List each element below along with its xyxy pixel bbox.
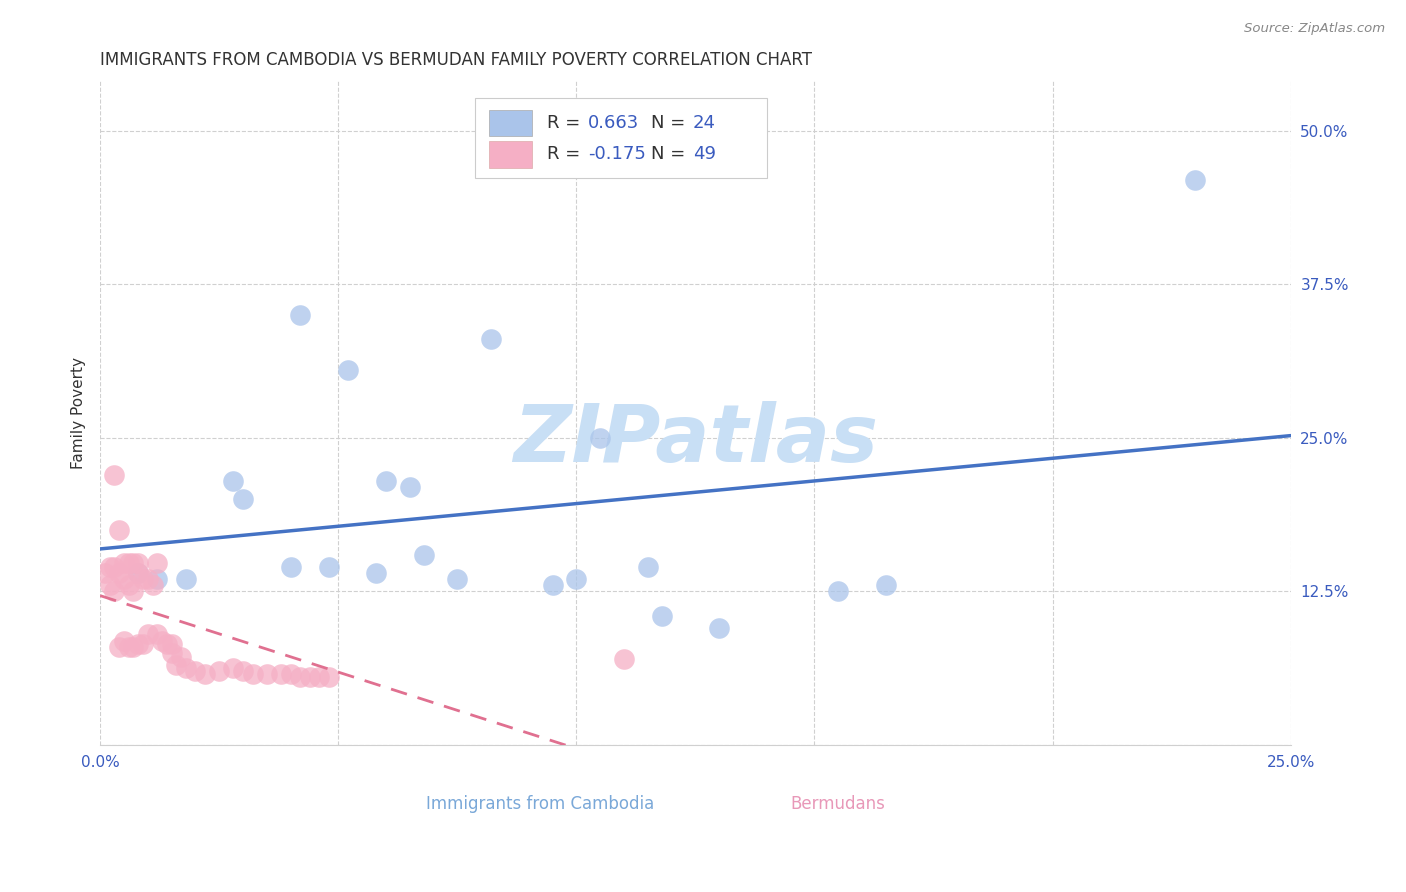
Text: 49: 49 — [693, 145, 716, 163]
Text: Immigrants from Cambodia: Immigrants from Cambodia — [426, 795, 655, 813]
Point — [318, 559, 340, 574]
Point — [637, 559, 659, 574]
Point — [127, 566, 149, 580]
Point — [108, 523, 131, 537]
Point — [132, 637, 155, 651]
Point — [256, 666, 278, 681]
Point — [398, 480, 420, 494]
Point — [146, 627, 169, 641]
Point — [613, 652, 636, 666]
Point — [146, 556, 169, 570]
Point — [565, 572, 588, 586]
Point — [589, 431, 612, 445]
Point — [288, 670, 311, 684]
Point — [242, 666, 264, 681]
Point — [308, 670, 330, 684]
Point — [122, 556, 145, 570]
Point — [184, 665, 207, 679]
Point — [118, 556, 141, 570]
FancyBboxPatch shape — [475, 98, 766, 178]
Point — [136, 627, 159, 641]
Point — [94, 566, 117, 580]
Point — [141, 578, 163, 592]
Point — [479, 333, 502, 347]
Point — [222, 660, 245, 674]
Text: Source: ZipAtlas.com: Source: ZipAtlas.com — [1244, 22, 1385, 36]
Point — [174, 572, 197, 586]
Point — [112, 633, 135, 648]
Point — [413, 548, 436, 562]
Point — [318, 670, 340, 684]
Point — [118, 640, 141, 654]
Point — [122, 584, 145, 599]
Point — [103, 584, 125, 599]
Text: R =: R = — [547, 114, 585, 132]
Point — [280, 666, 302, 681]
Point — [98, 578, 121, 592]
Point — [150, 633, 173, 648]
Point — [222, 474, 245, 488]
Text: -0.175: -0.175 — [588, 145, 647, 163]
Point — [446, 572, 468, 586]
Point — [160, 646, 183, 660]
Point — [156, 637, 179, 651]
Point — [108, 640, 131, 654]
FancyBboxPatch shape — [489, 141, 533, 168]
Point — [103, 559, 125, 574]
Point — [651, 609, 673, 624]
Text: ZIPatlas: ZIPatlas — [513, 401, 877, 479]
Y-axis label: Family Poverty: Family Poverty — [72, 357, 86, 469]
Point — [232, 665, 254, 679]
Point — [875, 578, 897, 592]
Point — [280, 559, 302, 574]
Point — [366, 566, 388, 580]
Point — [298, 670, 321, 684]
Point — [174, 660, 197, 674]
Point — [98, 559, 121, 574]
Point — [1184, 172, 1206, 186]
Point — [288, 308, 311, 322]
Text: Bermudans: Bermudans — [790, 795, 886, 813]
Point — [112, 572, 135, 586]
Point — [136, 572, 159, 586]
Point — [232, 492, 254, 507]
Point — [541, 578, 564, 592]
Text: 24: 24 — [693, 114, 716, 132]
Point — [336, 363, 359, 377]
Text: N =: N = — [651, 114, 692, 132]
Point — [170, 649, 193, 664]
Point — [270, 666, 292, 681]
Point — [132, 572, 155, 586]
Text: R =: R = — [547, 145, 585, 163]
Point — [118, 578, 141, 592]
Text: 0.663: 0.663 — [588, 114, 640, 132]
Point — [127, 637, 149, 651]
Point — [112, 556, 135, 570]
Point — [108, 566, 131, 580]
Point — [208, 665, 231, 679]
Point — [127, 556, 149, 570]
Point — [374, 474, 396, 488]
Point — [827, 584, 849, 599]
Text: IMMIGRANTS FROM CAMBODIA VS BERMUDAN FAMILY POVERTY CORRELATION CHART: IMMIGRANTS FROM CAMBODIA VS BERMUDAN FAM… — [100, 51, 813, 69]
Point — [194, 666, 217, 681]
Point — [160, 637, 183, 651]
Point — [103, 467, 125, 482]
Point — [709, 621, 731, 635]
Point — [127, 566, 149, 580]
Point — [165, 658, 187, 673]
Point — [122, 640, 145, 654]
Text: N =: N = — [651, 145, 692, 163]
Point — [146, 572, 169, 586]
FancyBboxPatch shape — [489, 110, 533, 136]
